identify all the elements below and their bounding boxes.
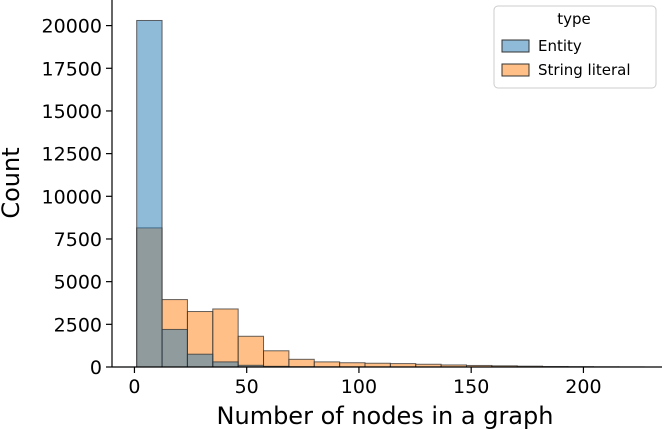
legend-title: type — [557, 10, 591, 28]
y-tick-label-12500: 12500 — [42, 144, 102, 166]
legend-swatch-string-literal — [501, 63, 530, 77]
x-axis-label: Number of nodes in a graph — [217, 402, 554, 430]
bar-string-literal-4 — [237, 335, 265, 368]
y-tick-label-17500: 17500 — [42, 58, 102, 80]
y-tick-label-10000: 10000 — [42, 186, 102, 208]
y-tick-label-2500: 2500 — [54, 314, 102, 336]
y-tick-label-15000: 15000 — [42, 101, 102, 123]
x-tick-label-50: 50 — [235, 376, 259, 398]
bar-entity-3 — [212, 361, 239, 368]
bar-string-literal-3 — [212, 308, 239, 368]
entity-bars — [136, 19, 467, 368]
y-tick-label-0: 0 — [90, 357, 102, 379]
x-tick-label-150: 150 — [453, 376, 489, 398]
legend: type Entity String literal — [493, 5, 657, 89]
tick-labels: 0 50 100 150 200 0 2500 5000 7500 10000 12500 15000… — [42, 16, 602, 398]
legend-swatch-entity — [501, 39, 530, 53]
x-tick-label-0: 0 — [128, 376, 140, 398]
legend-label-string-literal: String literal — [538, 61, 631, 79]
y-tick-label-20000: 20000 — [42, 16, 102, 38]
x-tick-label-100: 100 — [341, 376, 377, 398]
y-axis-label: Count — [0, 147, 25, 218]
bar-entity-0 — [136, 19, 163, 368]
y-tick-label-5000: 5000 — [54, 272, 102, 294]
bar-string-literal-6 — [288, 358, 315, 368]
string-literal-bars — [136, 227, 645, 368]
x-tick-label-200: 200 — [565, 376, 601, 398]
bar-string-literal-5 — [263, 350, 290, 368]
bar-string-literal-7 — [313, 361, 341, 368]
bar-string-literal-8 — [339, 362, 366, 368]
bar-entity-2 — [186, 353, 214, 368]
bar-entity-1 — [161, 328, 188, 368]
legend-label-entity: Entity — [538, 37, 582, 55]
axes — [111, 0, 662, 368]
legend-box — [493, 5, 657, 89]
y-tick-label-7500: 7500 — [54, 229, 102, 251]
